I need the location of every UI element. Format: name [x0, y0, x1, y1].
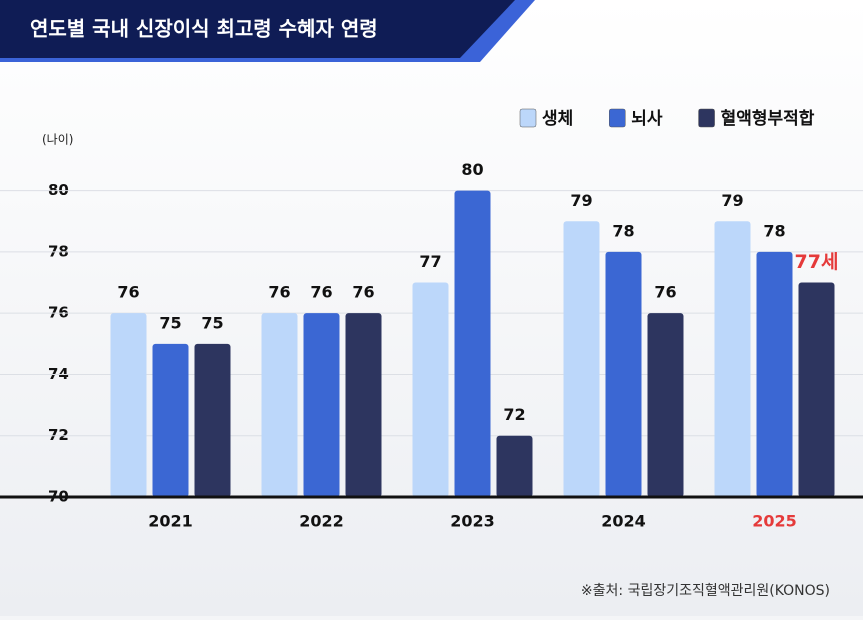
data-label: 77: [419, 252, 441, 271]
data-label: 79: [570, 191, 592, 210]
data-label: 76: [117, 283, 139, 302]
data-label: 77세: [795, 251, 839, 273]
bar: [714, 221, 751, 498]
data-label: 75: [159, 313, 181, 332]
header-banner: [0, 0, 515, 58]
legend-swatch: [519, 108, 537, 128]
legend-label: 혈액형부적합: [721, 108, 815, 129]
x-tick-label: 2024: [601, 512, 646, 531]
bar: [303, 313, 340, 497]
bar: [756, 251, 793, 497]
x-tick-label: 2021: [148, 512, 193, 531]
data-label: 79: [721, 191, 743, 210]
bar: [563, 221, 600, 498]
bar: [412, 282, 449, 497]
bar: [152, 343, 189, 497]
x-tick-label: 2023: [450, 512, 495, 531]
legend-label: 뇌사: [631, 109, 663, 129]
bar: [345, 313, 382, 497]
data-label: 76: [352, 283, 374, 302]
data-label: 80: [461, 160, 483, 179]
data-label: 76: [654, 283, 676, 302]
bar: [647, 313, 684, 497]
legend-swatch: [609, 108, 626, 128]
bar: [605, 251, 642, 497]
bar: [261, 313, 298, 497]
x-tick-label: 2025: [752, 512, 797, 531]
bar: [454, 190, 491, 498]
data-label: 78: [612, 221, 634, 240]
x-tick-label: 2022: [299, 512, 344, 531]
y-axis-label: (나이): [42, 133, 73, 147]
data-label: 76: [268, 283, 290, 302]
data-label: 75: [201, 313, 223, 332]
bar: [194, 343, 231, 497]
data-label: 76: [310, 283, 332, 302]
bar: [496, 435, 533, 497]
bar: [798, 282, 835, 497]
bar: [110, 313, 147, 497]
chart-title: 연도별 국내 신장이식 최고령 수혜자 연령: [30, 17, 378, 41]
legend-label: 생체: [542, 109, 573, 129]
data-label: 72: [503, 405, 525, 424]
data-label: 78: [763, 221, 785, 240]
legend-swatch: [698, 108, 715, 128]
source: ※출처: 국립장기조직혈액관리원(KONOS): [581, 583, 830, 599]
